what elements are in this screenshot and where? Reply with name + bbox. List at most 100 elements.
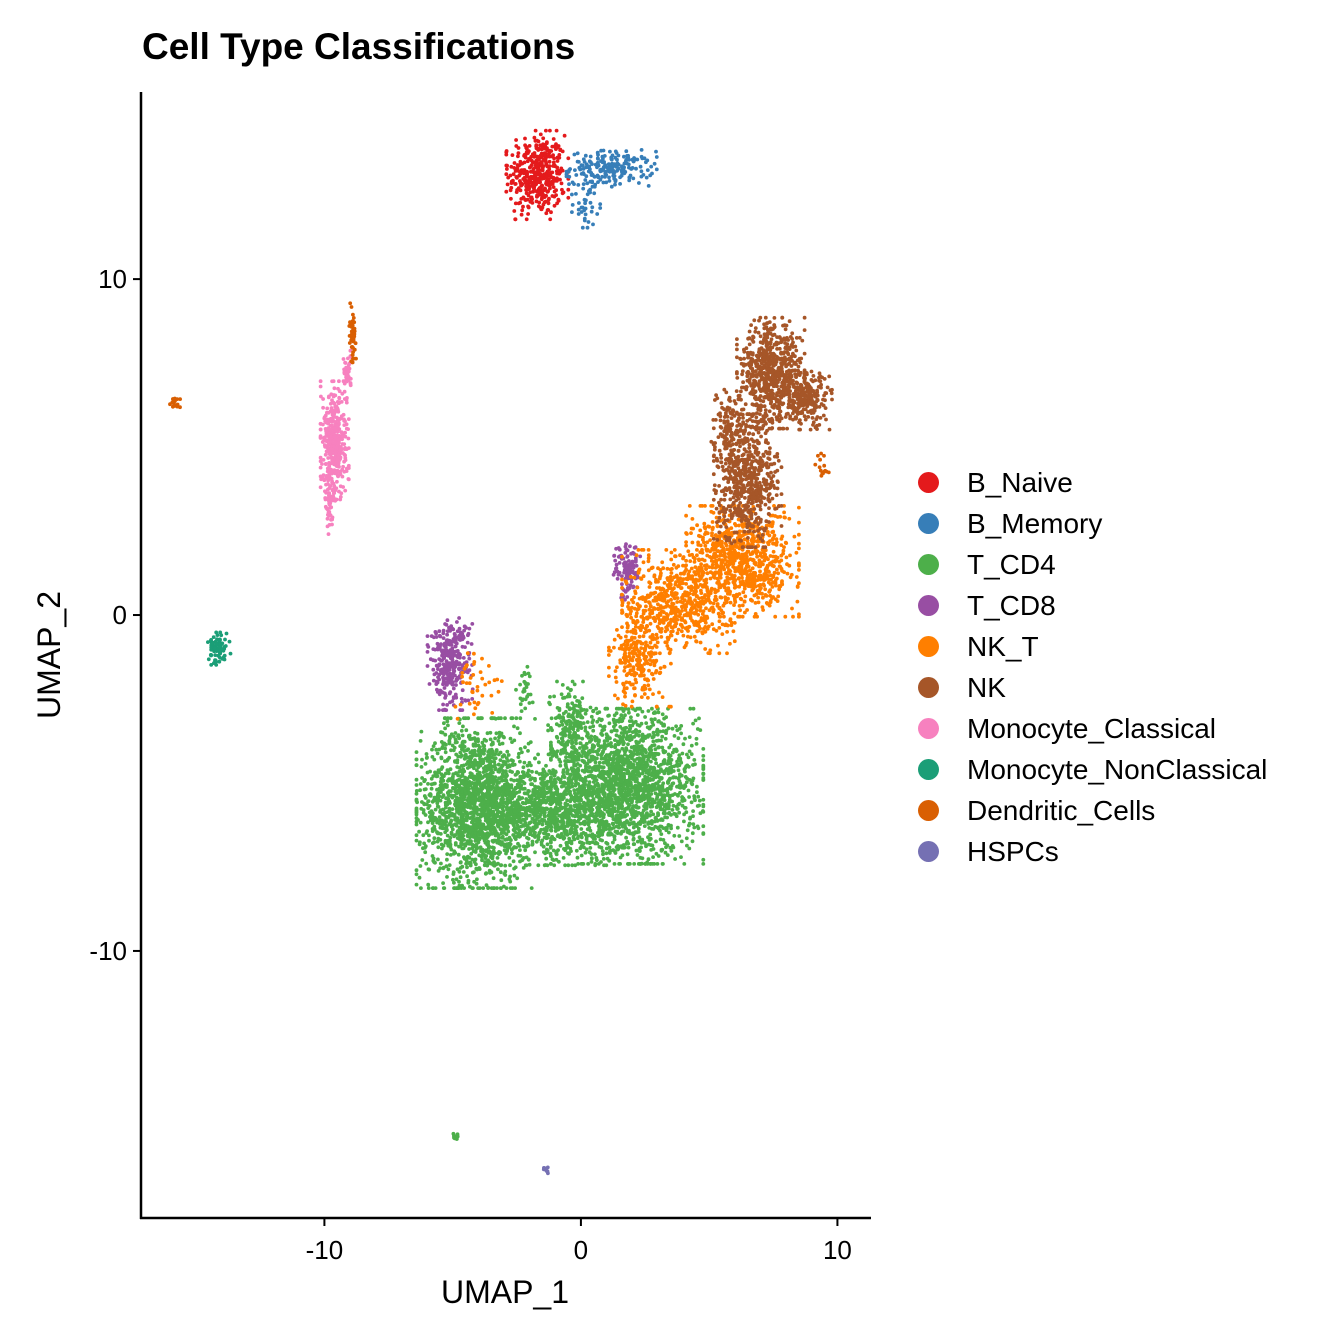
data-point bbox=[621, 734, 626, 739]
data-point bbox=[688, 816, 692, 821]
data-point bbox=[421, 833, 426, 838]
data-point bbox=[445, 716, 450, 721]
data-point bbox=[683, 769, 687, 774]
data-point bbox=[701, 772, 706, 776]
data-point bbox=[622, 820, 627, 825]
data-point bbox=[651, 787, 656, 792]
data-point bbox=[669, 849, 674, 853]
data-point bbox=[504, 152, 509, 157]
data-point bbox=[524, 172, 529, 176]
data-point bbox=[476, 716, 481, 721]
data-point bbox=[503, 869, 508, 874]
data-point bbox=[535, 138, 539, 143]
data-point bbox=[555, 159, 560, 163]
data-point bbox=[629, 782, 633, 787]
data-point bbox=[611, 718, 616, 723]
data-point bbox=[510, 770, 514, 774]
data-point bbox=[527, 144, 532, 148]
data-point bbox=[457, 769, 462, 774]
data-point bbox=[665, 790, 670, 795]
data-point bbox=[634, 813, 639, 818]
data-point bbox=[599, 756, 604, 761]
data-point bbox=[580, 768, 585, 773]
data-point bbox=[596, 752, 600, 757]
data-point bbox=[446, 843, 451, 848]
data-point bbox=[547, 769, 552, 773]
data-point bbox=[677, 810, 681, 815]
data-point bbox=[575, 819, 580, 824]
data-point bbox=[650, 735, 655, 740]
data-point bbox=[470, 846, 475, 851]
data-point bbox=[544, 806, 549, 811]
data-point bbox=[443, 750, 448, 755]
data-point bbox=[538, 177, 542, 182]
data-point bbox=[646, 857, 651, 862]
data-point bbox=[628, 735, 633, 739]
data-point bbox=[624, 779, 629, 784]
data-point bbox=[427, 833, 431, 838]
data-point bbox=[650, 706, 654, 711]
data-point bbox=[662, 722, 666, 727]
data-point bbox=[527, 186, 532, 191]
data-point bbox=[593, 735, 597, 739]
data-point bbox=[506, 819, 510, 824]
data-point bbox=[443, 726, 447, 731]
data-point bbox=[548, 183, 552, 188]
data-point bbox=[504, 886, 509, 890]
data-point bbox=[656, 719, 661, 724]
data-point bbox=[587, 765, 592, 770]
data-point bbox=[641, 739, 645, 743]
data-point bbox=[594, 856, 599, 860]
data-point bbox=[446, 838, 450, 843]
data-point bbox=[472, 788, 476, 793]
data-point bbox=[656, 710, 661, 715]
data-point bbox=[505, 749, 510, 754]
data-point bbox=[543, 814, 547, 819]
data-point bbox=[529, 886, 534, 890]
data-point bbox=[503, 760, 508, 764]
data-point bbox=[651, 739, 656, 744]
data-point bbox=[526, 836, 531, 841]
data-point bbox=[496, 867, 500, 872]
data-point bbox=[595, 719, 600, 724]
data-point bbox=[654, 155, 659, 159]
data-point bbox=[491, 770, 495, 775]
data-point bbox=[505, 807, 509, 811]
data-point bbox=[415, 800, 419, 805]
data-point bbox=[536, 752, 540, 757]
data-point bbox=[679, 760, 684, 765]
data-point bbox=[475, 731, 480, 736]
data-point bbox=[514, 716, 519, 721]
data-point bbox=[623, 790, 628, 795]
data-point bbox=[462, 716, 466, 721]
data-point bbox=[642, 824, 647, 828]
data-point bbox=[477, 837, 482, 842]
data-point bbox=[632, 766, 637, 770]
data-point bbox=[475, 877, 479, 882]
data-point bbox=[528, 165, 532, 170]
data-point bbox=[622, 171, 627, 176]
data-point bbox=[486, 781, 490, 785]
data-point bbox=[635, 752, 640, 756]
data-point bbox=[475, 775, 480, 780]
data-point bbox=[461, 870, 466, 874]
data-point bbox=[675, 759, 679, 764]
data-point bbox=[554, 193, 558, 198]
data-point bbox=[414, 822, 419, 827]
data-point bbox=[580, 754, 584, 759]
data-point bbox=[530, 794, 534, 799]
data-point bbox=[514, 144, 519, 148]
data-point bbox=[641, 793, 645, 798]
data-point bbox=[551, 160, 556, 165]
data-point bbox=[537, 200, 542, 205]
data-point bbox=[466, 804, 470, 809]
data-point bbox=[453, 731, 458, 735]
data-point bbox=[652, 753, 657, 758]
data-point bbox=[465, 833, 470, 838]
data-point bbox=[574, 173, 579, 177]
data-point bbox=[670, 808, 675, 812]
data-point bbox=[429, 786, 434, 791]
data-point bbox=[677, 834, 682, 838]
data-point bbox=[551, 137, 556, 141]
data-point bbox=[523, 848, 528, 853]
